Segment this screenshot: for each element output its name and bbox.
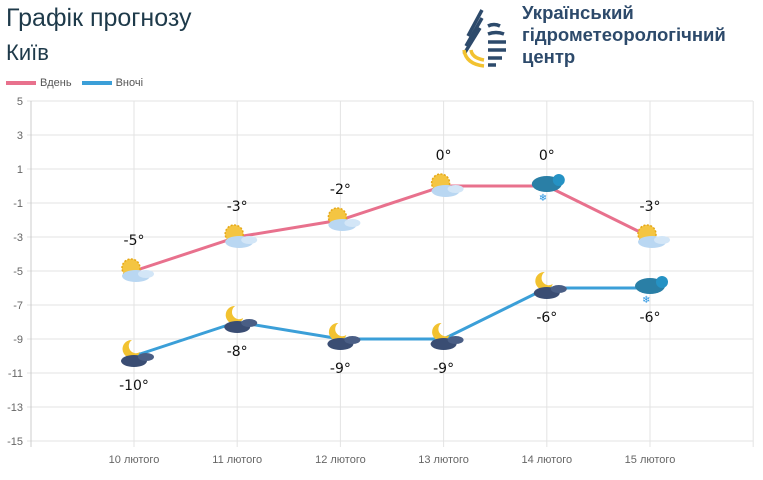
data-label: -8° [227, 344, 248, 360]
city-name: Київ [6, 40, 49, 65]
moon [225, 305, 244, 324]
x-tick-label: 14 лютого [521, 454, 572, 466]
series-line-day [133, 184, 651, 273]
y-tick-label: -15 [7, 436, 23, 448]
x-tick-label: 10 лютого [109, 454, 160, 466]
y-tick-label: 1 [17, 164, 23, 176]
sun-cloud-icon [121, 258, 154, 282]
legend-label-night[interactable]: Вночі [115, 77, 144, 89]
sun-cloud-icon [224, 224, 258, 248]
cloud [654, 236, 670, 244]
x-tick-label: 15 лютого [625, 454, 676, 466]
cloud [656, 276, 668, 288]
cloud [447, 336, 464, 344]
legend-label-day[interactable]: Вдень [40, 77, 72, 89]
moon [432, 322, 450, 341]
data-label: 0° [436, 148, 452, 164]
data-label: -3° [640, 199, 661, 215]
y-tick-label: -9 [13, 334, 23, 346]
snow-cloud-icon: ❄ [531, 174, 565, 204]
data-label: -2° [330, 182, 351, 198]
org-line: Український [522, 2, 634, 23]
legend-swatch-night[interactable] [81, 81, 112, 85]
x-tick-label: 11 лютого [212, 454, 262, 466]
page-title: Графік прогнозу [6, 4, 192, 32]
y-tick-label: -1 [13, 198, 23, 210]
moon-cloud-icon [533, 271, 567, 299]
data-label: -6° [640, 310, 661, 326]
data-label: -9° [433, 361, 454, 377]
sun-cloud-icon [637, 224, 670, 248]
data-label: -9° [330, 361, 351, 377]
moon-cloud-icon [121, 339, 154, 367]
sun-cloud-icon [430, 173, 464, 197]
data-label: -6° [536, 310, 557, 326]
cloud [138, 353, 154, 361]
y-tick-label: -7 [13, 300, 23, 312]
snowflake: ❄ [642, 295, 650, 306]
data-label: -10° [119, 378, 149, 394]
cloud [138, 270, 154, 278]
y-tick-label: 3 [17, 130, 23, 142]
moon [122, 339, 140, 358]
moon-cloud-icon [327, 322, 361, 350]
y-tick-label: 5 [17, 96, 23, 108]
sun-cloud-icon [327, 207, 361, 231]
data-label: -3° [227, 199, 248, 215]
x-tick-label: 12 лютого [315, 454, 366, 466]
org-line: гідрометеорологічний [522, 24, 726, 45]
x-tick-label: 13 лютого [418, 454, 469, 466]
snow-cloud-icon: ❄ [635, 276, 668, 306]
data-label: -5° [124, 233, 145, 249]
moon [328, 322, 347, 341]
cloud [344, 219, 361, 227]
cloud [241, 319, 258, 327]
series-line-night [133, 286, 650, 358]
moon-cloud-icon [224, 305, 258, 333]
ukrhydromet-logo [462, 9, 506, 68]
legend: Вдень Вночі [6, 77, 143, 89]
y-tick-label: -13 [7, 402, 23, 414]
cloud [241, 236, 258, 244]
moon-cloud-icon [430, 322, 464, 350]
cloud [344, 336, 361, 344]
y-tick-label: -5 [13, 266, 23, 278]
org-line: центр [522, 46, 576, 67]
snowflake: ❄ [539, 193, 547, 204]
cloud [550, 285, 567, 293]
cloud [552, 174, 565, 186]
y-tick-label: -3 [13, 232, 23, 244]
y-tick-label: -11 [8, 368, 23, 380]
organization-name: Український гідрометеорологічний центр [522, 2, 726, 68]
data-label: 0° [539, 148, 555, 164]
cloud [447, 185, 464, 193]
moon [535, 271, 553, 290]
legend-swatch-day[interactable] [6, 81, 36, 85]
